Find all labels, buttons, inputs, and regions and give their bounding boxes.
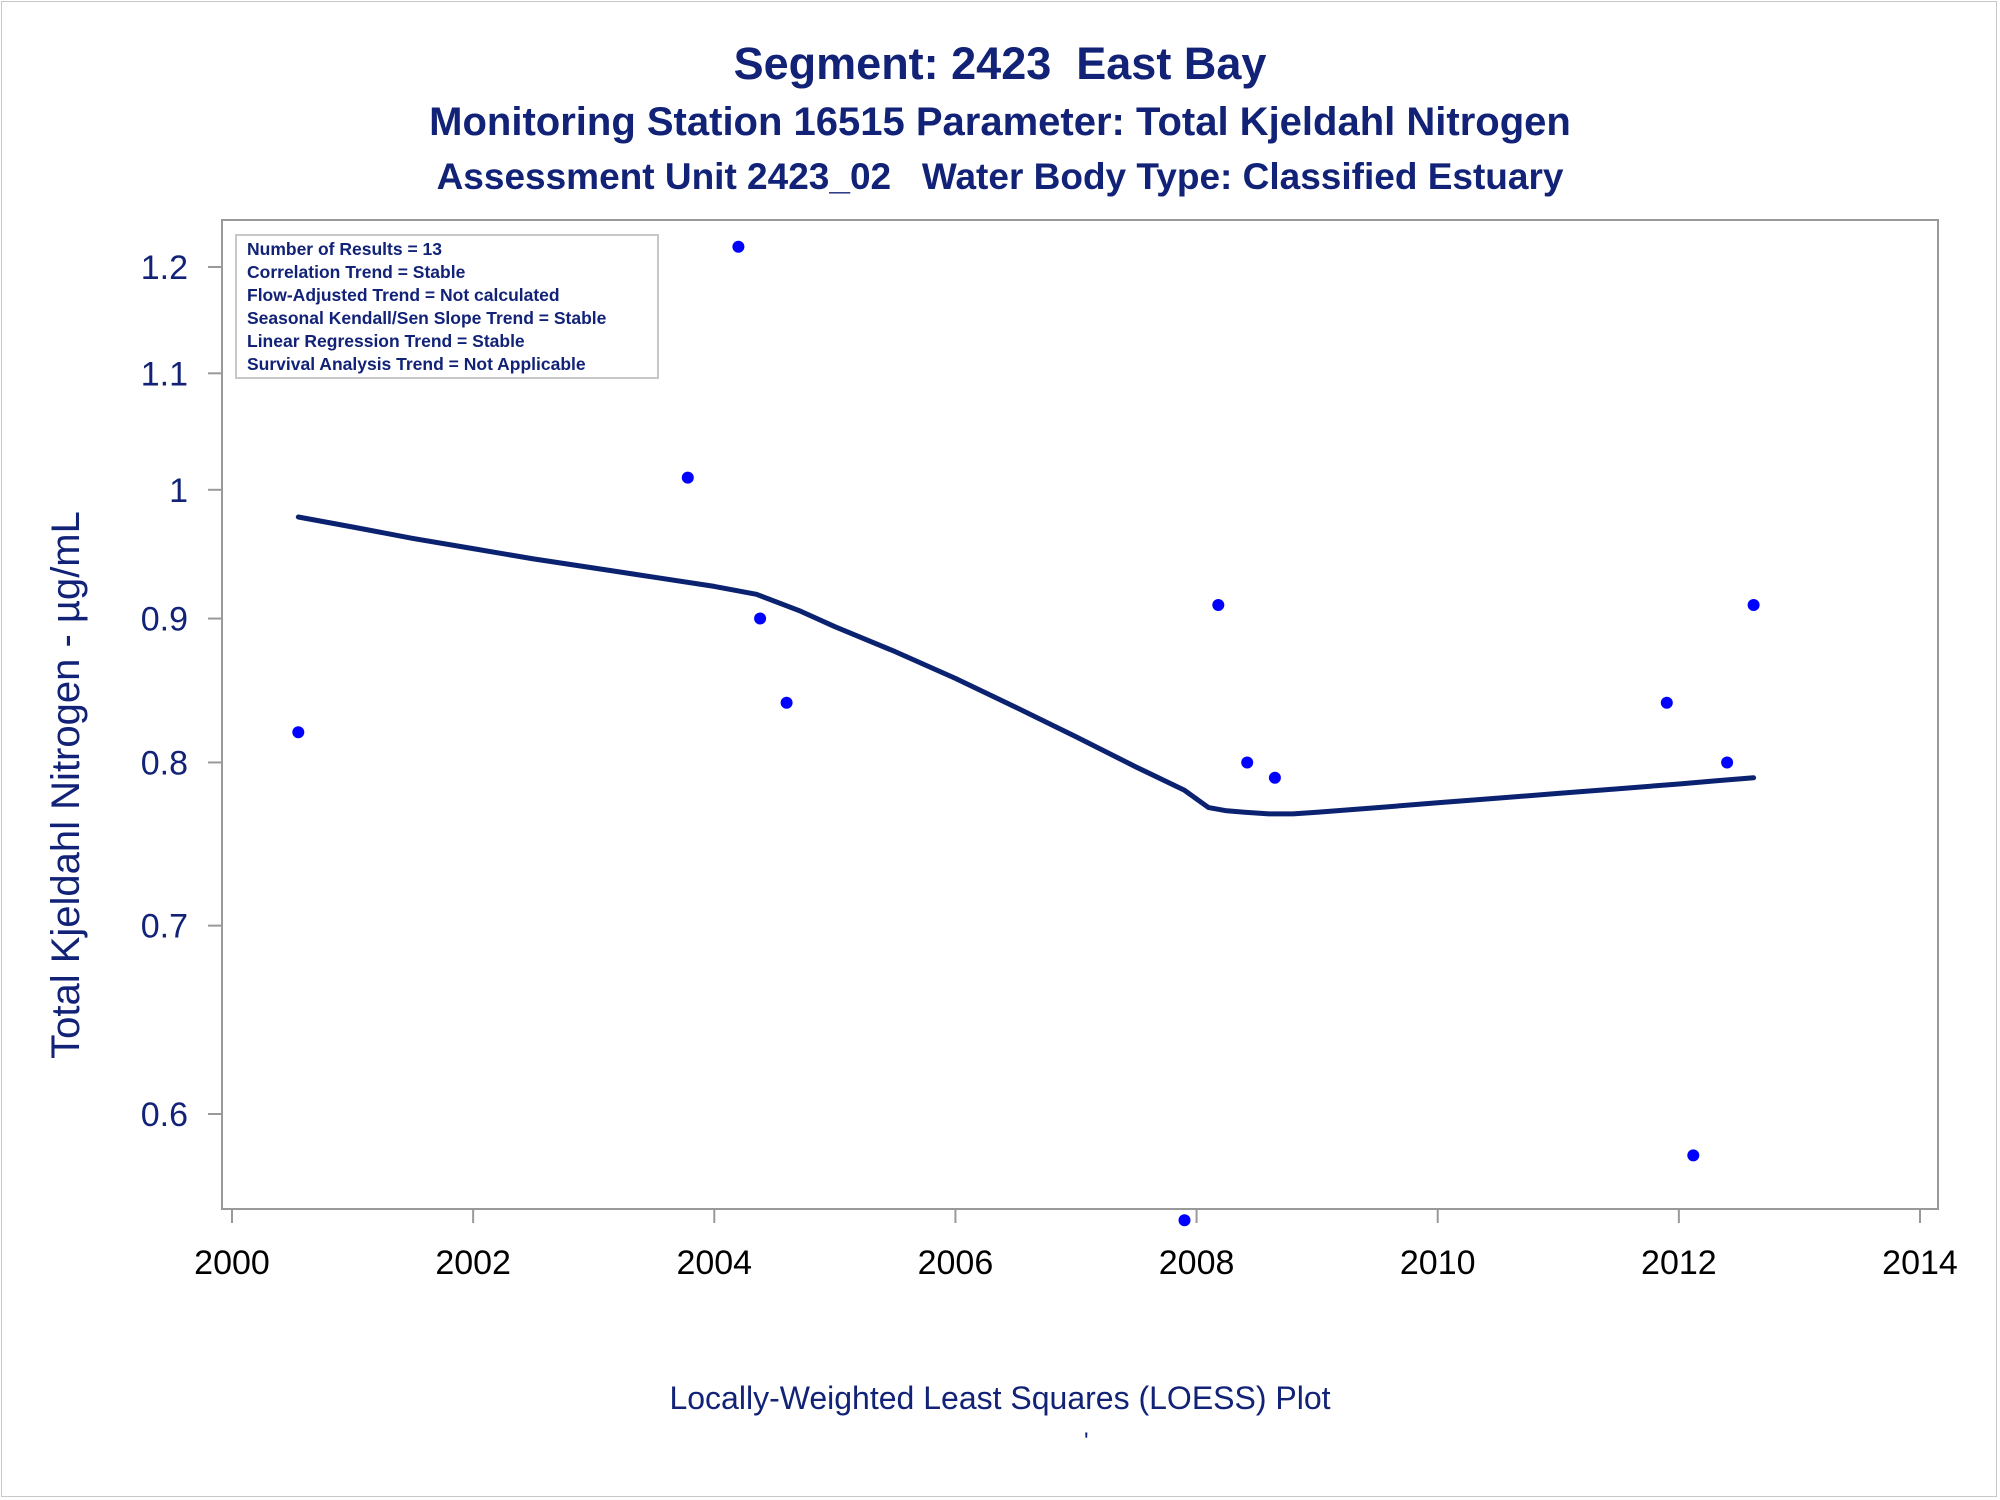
stats-line: Linear Regression Trend = Stable bbox=[247, 331, 525, 351]
data-point bbox=[754, 612, 767, 625]
data-point bbox=[1241, 756, 1254, 769]
y-axis-label: Total Kjeldahl Nitrogen - µg/mL bbox=[44, 511, 88, 1059]
plot-area-frame bbox=[221, 219, 1939, 1210]
data-point bbox=[1721, 756, 1734, 769]
data-point bbox=[1178, 1214, 1191, 1227]
data-point bbox=[1212, 599, 1225, 611]
footnote-caption: Locally-Weighted Least Squares (LOESS) P… bbox=[669, 1380, 1331, 1416]
chart-subtitle: Monitoring Station 16515 Parameter: Tota… bbox=[429, 100, 1571, 144]
stats-line: Correlation Trend = Stable bbox=[247, 262, 466, 282]
y-tick-label: 1 bbox=[169, 472, 188, 510]
stats-line: Flow-Adjusted Trend = Not calculated bbox=[247, 285, 560, 305]
chart-subtitle-2: Assessment Unit 2423_02 Water Body Type:… bbox=[436, 156, 1564, 197]
x-axis: 2000 2002 2004 2006 2008 2010 2012 2014 bbox=[194, 1209, 1958, 1282]
x-tick-label: 2002 bbox=[435, 1244, 511, 1282]
data-point bbox=[1687, 1149, 1700, 1162]
stats-box-border bbox=[235, 234, 659, 379]
y-tick-label: 0.8 bbox=[141, 744, 188, 782]
stats-line: Seasonal Kendall/Sen Slope Trend = Stabl… bbox=[247, 308, 607, 328]
footnote-mark: ' bbox=[1084, 1428, 1089, 1455]
x-tick-label: 2014 bbox=[1882, 1244, 1958, 1282]
data-points-layer bbox=[292, 240, 1760, 1227]
data-point bbox=[1268, 771, 1281, 784]
data-point bbox=[681, 471, 694, 484]
stats-line: Number of Results = 13 bbox=[247, 239, 442, 259]
x-tick-label: 2010 bbox=[1400, 1244, 1476, 1282]
x-tick-label: 2004 bbox=[676, 1244, 752, 1282]
y-tick-label: 1.2 bbox=[141, 249, 188, 287]
data-point bbox=[1660, 696, 1673, 709]
y-tick-label: 0.7 bbox=[141, 908, 188, 946]
x-tick-label: 2006 bbox=[918, 1244, 994, 1282]
data-point bbox=[732, 240, 745, 253]
x-tick-label: 2000 bbox=[194, 1244, 270, 1282]
x-tick-label: 2012 bbox=[1641, 1244, 1717, 1282]
y-tick-label: 1.1 bbox=[141, 355, 188, 393]
data-point bbox=[1747, 599, 1760, 611]
stats-box: Number of Results = 13 Correlation Trend … bbox=[235, 234, 659, 379]
y-tick-label: 0.9 bbox=[141, 601, 188, 639]
data-point bbox=[780, 696, 793, 709]
data-point bbox=[292, 726, 305, 739]
y-axis: 0.6 0.7 0.8 0.9 1 1.1 1.2 bbox=[141, 249, 222, 1134]
stats-line: Survival Analysis Trend = Not Applicable bbox=[247, 354, 586, 374]
loess-line-layer bbox=[295, 514, 1757, 817]
loess-line bbox=[295, 514, 1757, 817]
y-tick-label: 0.6 bbox=[141, 1096, 188, 1134]
x-tick-label: 2008 bbox=[1159, 1244, 1235, 1282]
chart-title: Segment: 2423 East Bay bbox=[733, 38, 1267, 89]
